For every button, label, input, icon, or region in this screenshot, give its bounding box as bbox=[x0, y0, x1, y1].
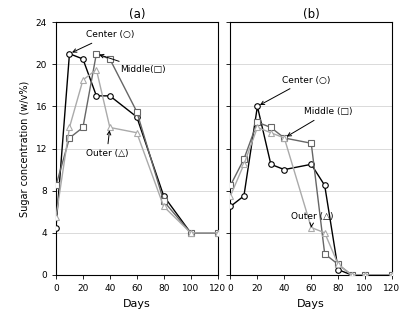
Title: (a): (a) bbox=[128, 8, 145, 21]
Title: (b): (b) bbox=[303, 8, 320, 21]
Text: Center (○): Center (○) bbox=[261, 76, 330, 105]
Text: Middle(□): Middle(□) bbox=[100, 54, 166, 74]
Text: Outer (△): Outer (△) bbox=[291, 212, 334, 227]
X-axis label: Days: Days bbox=[297, 299, 325, 308]
X-axis label: Days: Days bbox=[123, 299, 151, 308]
Y-axis label: Sugar concentration (w/v%): Sugar concentration (w/v%) bbox=[20, 80, 30, 217]
Text: Outer (△): Outer (△) bbox=[86, 131, 128, 158]
Text: Center (○): Center (○) bbox=[73, 30, 134, 52]
Text: Middle (□): Middle (□) bbox=[288, 107, 353, 136]
